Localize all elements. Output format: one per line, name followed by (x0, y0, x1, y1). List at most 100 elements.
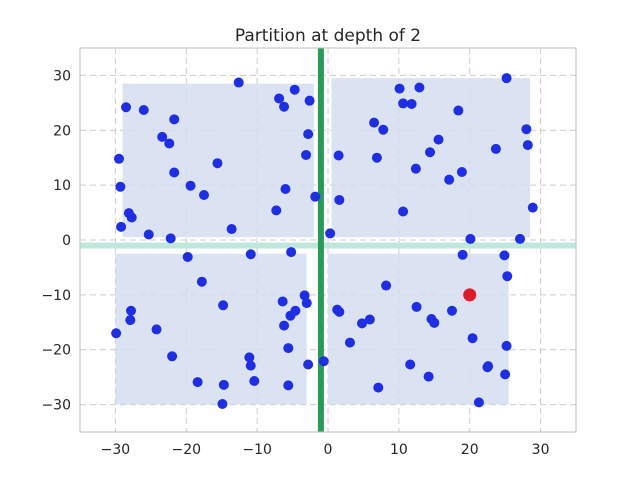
data-point (410, 163, 421, 174)
y-tick-label: 20 (53, 123, 71, 139)
x-tick-label: 30 (532, 442, 550, 458)
data-point (501, 340, 512, 351)
data-point (116, 221, 127, 232)
data-point (378, 124, 389, 135)
data-point (303, 359, 314, 370)
data-point (249, 375, 260, 386)
data-point (290, 305, 301, 316)
data-point (218, 379, 229, 390)
data-point (182, 252, 193, 263)
data-point (502, 271, 513, 282)
chart-title: Partition at depth of 2 (235, 26, 421, 46)
data-point (490, 143, 501, 154)
data-point (447, 305, 457, 316)
data-point (226, 224, 237, 235)
data-point (244, 352, 255, 363)
data-point (364, 314, 375, 325)
data-point (192, 377, 203, 388)
data-point (280, 183, 291, 194)
data-point (245, 360, 256, 371)
data-point (357, 318, 368, 329)
data-point (126, 212, 137, 223)
y-axis-ticks: −30 −20 −10 0 10 20 30 (41, 68, 71, 413)
data-point (318, 356, 329, 367)
data-point (456, 166, 467, 177)
data-point (185, 180, 196, 191)
data-point (304, 95, 315, 106)
data-point (138, 104, 149, 115)
data-point (286, 247, 297, 258)
data-point (473, 397, 484, 408)
plot-frame (79, 47, 577, 433)
data-point (299, 290, 310, 301)
data-point (325, 228, 336, 239)
data-point (199, 190, 209, 201)
data-point (164, 138, 175, 149)
data-point (429, 317, 440, 328)
data-point (115, 181, 126, 192)
data-point (279, 101, 290, 112)
data-point (169, 167, 180, 178)
data-point (398, 98, 409, 109)
data-point (157, 131, 168, 142)
data-point (143, 229, 154, 240)
data-point (279, 320, 290, 331)
data-point (467, 333, 478, 344)
data-point (499, 250, 510, 261)
data-point (151, 324, 162, 335)
data-point (527, 202, 538, 213)
y-tick-label: −30 (41, 398, 71, 414)
data-point (406, 98, 417, 109)
data-point (111, 328, 122, 339)
x-tick-label: 0 (324, 442, 333, 458)
data-point (425, 147, 436, 158)
data-point (303, 129, 314, 140)
data-point (501, 73, 512, 84)
data-point (233, 77, 244, 88)
split-lines (80, 48, 576, 432)
data-point (423, 371, 434, 382)
data-point (483, 361, 494, 372)
data-point (113, 153, 124, 164)
data-point (274, 93, 285, 104)
data-point (196, 276, 207, 287)
data-point (301, 149, 312, 160)
data-point (167, 351, 178, 362)
data-point (414, 82, 425, 93)
data-point (465, 233, 476, 244)
data-points (111, 73, 538, 410)
highlight-point (463, 288, 477, 302)
data-point (433, 134, 444, 145)
y-tick-label: 0 (62, 233, 71, 249)
x-tick-label: 10 (390, 442, 408, 458)
y-tick-label: −10 (41, 288, 71, 304)
y-tick-label: −20 (41, 343, 71, 359)
partition-regions (115, 78, 530, 405)
y-tick-label: 30 (53, 68, 71, 84)
data-point (334, 194, 345, 205)
data-point (515, 233, 526, 244)
partition-region (331, 78, 530, 238)
data-point (373, 382, 384, 393)
data-point (398, 206, 409, 217)
x-axis-ticks: −30 −20 −10 0 10 20 30 (101, 442, 550, 458)
data-point (381, 280, 392, 291)
y-tick-label: 10 (53, 178, 71, 194)
data-point (411, 301, 422, 312)
data-point (344, 337, 355, 348)
data-point (218, 300, 229, 311)
partition-region (115, 253, 307, 405)
data-point (283, 343, 294, 354)
data-point (212, 158, 223, 169)
data-point (217, 399, 228, 410)
data-point (310, 191, 321, 202)
data-point (369, 117, 380, 128)
data-point (126, 305, 137, 316)
data-point (271, 205, 282, 216)
data-point (457, 249, 468, 260)
data-point (165, 233, 176, 244)
data-point (522, 140, 533, 151)
data-point (394, 83, 405, 94)
data-point (333, 150, 344, 161)
